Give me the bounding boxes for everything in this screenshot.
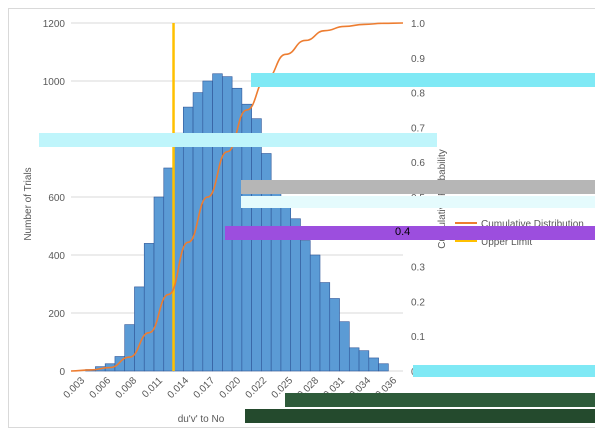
y-axis-ticks: 020040060080010001200 [43, 19, 66, 378]
y-tick-label: 1000 [43, 77, 66, 88]
legend-label: Cumulative Distribution [481, 219, 584, 230]
histogram-bars [85, 73, 389, 372]
histogram-bar [270, 183, 282, 372]
x-tick-label: 0.022 [244, 375, 270, 401]
y-tick-label: 1200 [43, 19, 66, 30]
chart-frame: 020040060080010001200 00.10.20.30.40.50.… [8, 8, 595, 428]
histogram-bar [339, 321, 350, 372]
x-tick-label: 0.011 [140, 375, 165, 400]
x-tick-label: 0.020 [218, 375, 244, 401]
y2-tick-label: 1.0 [411, 19, 425, 30]
histogram-bar [309, 254, 321, 372]
histogram-bar [222, 76, 233, 372]
y2-tick-label: 0.6 [411, 158, 425, 169]
y2-tick-label: 0.7 [411, 123, 425, 134]
histogram-bar [134, 286, 145, 372]
x-tick-label: 0.003 [62, 375, 88, 401]
histogram-bar [358, 350, 370, 372]
x-tick-label: 0.017 [192, 375, 218, 401]
glitch-band-purple: 0.4 [225, 226, 595, 240]
x-tick-label: 0.008 [114, 375, 140, 401]
y2-tick-label: 0.3 [411, 263, 425, 274]
histogram-bar [153, 196, 165, 372]
legend-label: Upper Limit [481, 237, 532, 248]
y-tick-label: 0 [59, 367, 65, 378]
histogram-bar [124, 324, 135, 372]
histogram-bar [329, 298, 340, 372]
histogram-bar [368, 357, 379, 372]
y-tick-label: 600 [48, 193, 65, 204]
histogram-bar [212, 73, 223, 372]
y2-tick-label: 0.2 [411, 297, 425, 308]
y2-tick-label: 0.1 [411, 332, 425, 343]
y2-tick-label: 0.9 [411, 54, 425, 65]
glitch-band-pale [241, 196, 595, 208]
histogram-bar [348, 347, 360, 372]
glitch-band-left [39, 133, 437, 147]
legend: Cumulative Distribution Upper Limit [455, 219, 584, 248]
y-tick-label: 400 [48, 251, 65, 262]
glitch-band-gray [241, 180, 595, 194]
histogram-bar [300, 240, 311, 372]
y-tick-label: 200 [48, 309, 65, 320]
histogram-bar [290, 218, 301, 372]
y2-tick-label: 0.8 [411, 89, 425, 100]
histogram-bar [163, 167, 174, 372]
histogram-bar [143, 243, 155, 372]
x-axis-label: du'v' to No [178, 414, 225, 425]
glitch-band-darker [245, 409, 595, 423]
histogram-bar [202, 80, 213, 372]
histogram-bar [251, 118, 262, 372]
histogram-bar [319, 282, 331, 372]
glitch-fragment-label: 0.4 [395, 226, 411, 238]
histogram-bar [378, 363, 389, 372]
x-tick-label: 0.014 [166, 375, 192, 401]
glitch-band-dark [285, 393, 595, 407]
glitch-band-top [251, 73, 595, 87]
x-tick-label: 0.006 [88, 375, 114, 401]
y-axis-label: Number of Trials [23, 167, 34, 240]
glitch-band-bottom [413, 365, 595, 377]
